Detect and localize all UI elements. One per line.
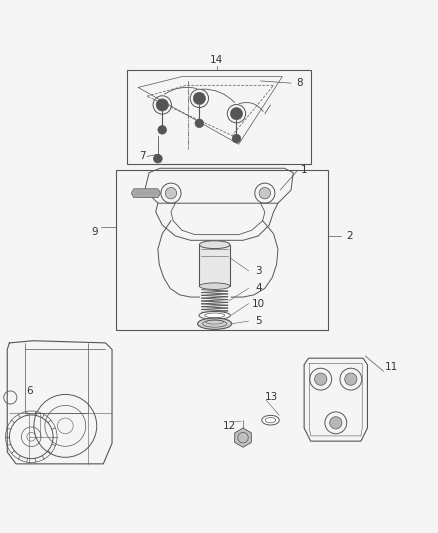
Circle shape bbox=[156, 99, 168, 111]
Text: 11: 11 bbox=[385, 362, 398, 372]
Polygon shape bbox=[235, 428, 251, 447]
Ellipse shape bbox=[199, 311, 230, 319]
Text: 14: 14 bbox=[210, 55, 223, 66]
Ellipse shape bbox=[198, 318, 232, 329]
Ellipse shape bbox=[262, 415, 279, 425]
Circle shape bbox=[314, 373, 327, 385]
Text: 7: 7 bbox=[139, 151, 146, 161]
Text: 4: 4 bbox=[255, 284, 261, 293]
Circle shape bbox=[230, 108, 243, 120]
Circle shape bbox=[259, 188, 271, 199]
Circle shape bbox=[165, 188, 177, 199]
Text: 2: 2 bbox=[346, 231, 353, 241]
Circle shape bbox=[330, 417, 342, 429]
Text: 1: 1 bbox=[301, 165, 307, 175]
Circle shape bbox=[153, 154, 162, 163]
Circle shape bbox=[193, 92, 205, 104]
Ellipse shape bbox=[199, 241, 230, 248]
Text: 6: 6 bbox=[26, 386, 32, 396]
Text: 12: 12 bbox=[223, 421, 237, 431]
Text: 13: 13 bbox=[265, 392, 278, 402]
Polygon shape bbox=[132, 189, 160, 198]
Bar bbox=[117, 171, 328, 330]
Text: 9: 9 bbox=[91, 227, 98, 237]
Text: 8: 8 bbox=[297, 78, 303, 88]
Text: 5: 5 bbox=[255, 316, 261, 326]
Circle shape bbox=[158, 125, 166, 134]
Bar bbox=[199, 245, 230, 287]
Circle shape bbox=[232, 134, 241, 143]
Circle shape bbox=[195, 119, 204, 128]
Ellipse shape bbox=[199, 283, 230, 289]
Bar bbox=[127, 70, 311, 164]
Text: 3: 3 bbox=[255, 266, 261, 276]
Circle shape bbox=[345, 373, 357, 385]
Text: 10: 10 bbox=[252, 298, 265, 309]
